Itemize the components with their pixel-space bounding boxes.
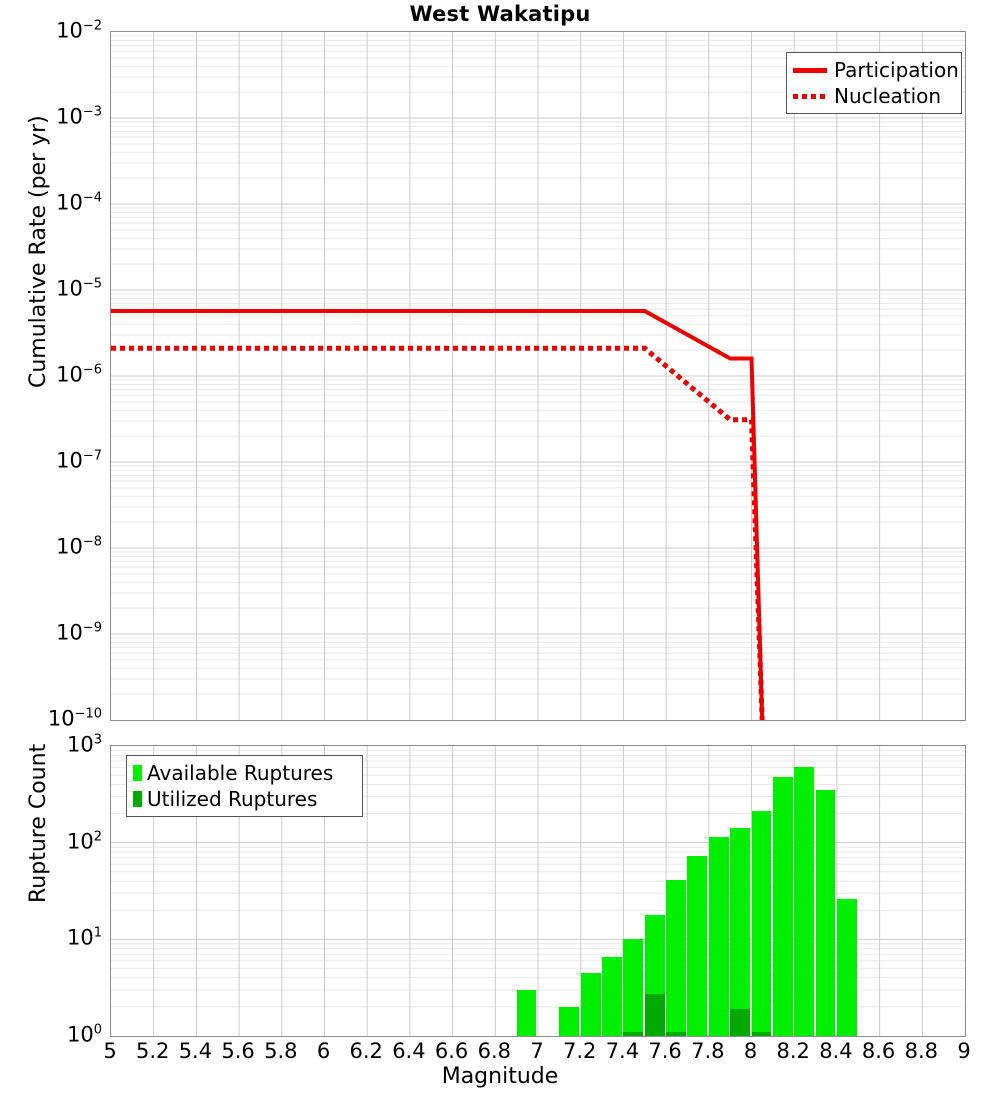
legend-item-utilized-ruptures[interactable]: Utilized Ruptures (133, 786, 354, 812)
available-rupture-bar (559, 1006, 580, 1036)
y-axis-tick-label: 10−3 (56, 104, 102, 129)
x-axis-tick-label: 9 (957, 1039, 971, 1063)
x-axis-tick-label: 7.6 (648, 1039, 682, 1063)
y-axis-tick-label: 10−4 (56, 190, 102, 215)
available-rupture-bar (580, 972, 601, 1036)
y-axis-tick-label: 10−6 (56, 362, 102, 387)
legend-item-nucleation[interactable]: Nucleation (793, 83, 953, 109)
y-axis-tick-label: 10−10 (47, 706, 102, 731)
x-axis-tick-label: 6.8 (477, 1039, 511, 1063)
page-title: West Wakatipu (409, 2, 591, 26)
legend-item-participation[interactable]: Participation (793, 57, 959, 83)
available-rupture-bar (623, 939, 644, 1036)
available-rupture-bar (516, 989, 537, 1036)
x-axis-tick-label: 5.2 (135, 1039, 170, 1063)
x-axis-tick-label: 7.4 (605, 1039, 640, 1063)
available-rupture-bar (730, 827, 750, 1036)
available-rupture-bar (815, 790, 836, 1036)
x-axis-tick-label: 5.8 (264, 1039, 298, 1063)
participation-line-icon (793, 67, 827, 73)
y-axis-tick-label: 102 (66, 829, 102, 854)
magnitude-axis-label: Magnitude (441, 1064, 559, 1089)
x-axis-tick-label: 7 (530, 1039, 544, 1063)
utilized-rupture-bar (751, 1032, 772, 1036)
available-rupture-bar (751, 810, 772, 1036)
legend-label-nucleation: Nucleation (834, 84, 942, 108)
legend-label-utilized-ruptures: Utilized Ruptures (147, 787, 318, 811)
top-plot-legend[interactable]: Participation Nucleation (786, 52, 962, 114)
x-axis-tick-label: 5 (103, 1039, 117, 1063)
x-axis-tick-label: 6.6 (434, 1039, 469, 1063)
utilized-ruptures-swatch-icon (133, 791, 142, 807)
x-axis-tick-label: 8.2 (776, 1039, 810, 1063)
y-axis-tick-label: 10−5 (56, 276, 102, 301)
legend-item-available-ruptures[interactable]: Available Ruptures (133, 760, 354, 786)
y-axis-tick-label: 101 (66, 925, 102, 950)
y-axis-tick-label: 10−2 (56, 18, 102, 43)
y-axis-tick-label: 10−9 (56, 620, 102, 645)
x-axis-tick-label: 8.4 (819, 1039, 853, 1063)
y-axis-tick-label: 10−7 (56, 448, 102, 473)
x-axis-tick-label: 5.4 (178, 1039, 213, 1063)
legend-label-participation: Participation (834, 58, 959, 82)
utilized-rupture-bar (666, 1032, 686, 1036)
x-axis-tick-label: 8 (743, 1039, 758, 1063)
x-axis-tick-label: 7.2 (562, 1039, 597, 1063)
available-rupture-bar (602, 957, 622, 1036)
available-rupture-bar (708, 836, 729, 1036)
top-plot-data-lines (111, 308, 765, 720)
y-axis-tick-label: 10−8 (56, 534, 102, 559)
utilized-rupture-bar (623, 1032, 644, 1036)
x-axis-tick-label: 6 (316, 1039, 331, 1063)
rupture-count-axis-label: Rupture Count (26, 743, 51, 903)
top-plot-gridlines (111, 32, 965, 720)
available-rupture-bar (836, 899, 857, 1036)
available-ruptures-swatch-icon (133, 765, 142, 781)
y-axis-tick-label: 103 (66, 732, 102, 757)
bar-series-layer (111, 746, 965, 1036)
x-axis-tick-label: 8.8 (904, 1039, 938, 1063)
available-rupture-bar (666, 880, 686, 1036)
cumulative-rate-axis-label: Cumulative Rate (per yr) (26, 114, 51, 388)
x-axis-tick-label: 6.2 (349, 1039, 383, 1063)
bottom-plot-legend[interactable]: Available Ruptures Utilized Ruptures (126, 755, 363, 817)
utilized-rupture-bar (730, 1009, 750, 1036)
legend-label-available-ruptures: Available Ruptures (147, 761, 334, 785)
x-axis-tick-label: 8.6 (861, 1039, 896, 1063)
available-rupture-bar (772, 776, 793, 1036)
x-axis-tick-label: 7.8 (691, 1039, 725, 1063)
available-rupture-bar (794, 767, 815, 1036)
nucleation-dotted-line-icon (793, 93, 827, 99)
y-axis-tick-label: 100 (66, 1022, 102, 1047)
available-rupture-bar (687, 856, 708, 1036)
cumulative-rate-plot (110, 31, 966, 721)
utilized-rupture-bar (644, 994, 665, 1036)
x-axis-tick-label: 5.6 (221, 1039, 255, 1063)
x-axis-tick-label: 6.4 (392, 1039, 426, 1063)
